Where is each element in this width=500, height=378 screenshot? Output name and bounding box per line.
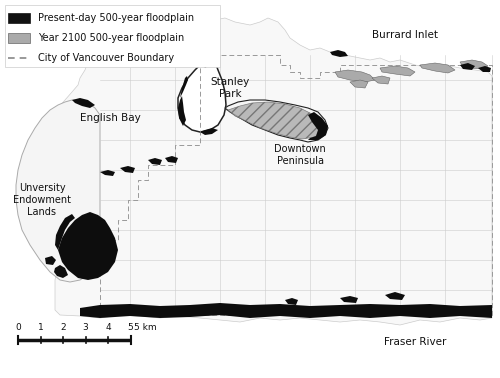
Polygon shape [120, 166, 135, 173]
Polygon shape [478, 66, 491, 72]
Polygon shape [350, 80, 368, 88]
Polygon shape [460, 63, 475, 70]
Text: Downtown
Peninsula: Downtown Peninsula [274, 144, 326, 166]
Polygon shape [16, 100, 100, 282]
Polygon shape [420, 63, 455, 73]
Text: Fraser River: Fraser River [384, 337, 446, 347]
Bar [8, 13, 30, 23]
Text: City of Vancouver Boundary: City of Vancouver Boundary [38, 53, 174, 63]
Polygon shape [58, 212, 118, 280]
Polygon shape [330, 50, 348, 57]
Bar [8, 33, 30, 43]
Polygon shape [165, 156, 178, 163]
Bar [5, 5, 220, 67]
Polygon shape [380, 66, 415, 76]
Polygon shape [45, 256, 56, 265]
Polygon shape [460, 60, 488, 69]
Text: Burrard Inlet: Burrard Inlet [372, 30, 438, 40]
Polygon shape [178, 96, 186, 126]
Polygon shape [340, 296, 358, 303]
Polygon shape [180, 76, 188, 98]
Polygon shape [148, 158, 162, 165]
Polygon shape [100, 170, 115, 176]
Text: Unversity
Endowment
Lands: Unversity Endowment Lands [13, 183, 71, 217]
Text: 4: 4 [105, 323, 111, 332]
Text: 5: 5 [128, 323, 134, 332]
Text: Present-day 500-year floodplain: Present-day 500-year floodplain [38, 13, 194, 23]
Polygon shape [372, 76, 390, 84]
Polygon shape [55, 214, 75, 250]
Polygon shape [225, 100, 328, 142]
Polygon shape [202, 60, 215, 68]
Polygon shape [285, 298, 298, 305]
Polygon shape [200, 128, 218, 135]
Text: 1: 1 [38, 323, 44, 332]
Text: 2: 2 [60, 323, 66, 332]
Polygon shape [308, 112, 328, 140]
Polygon shape [54, 265, 68, 278]
Polygon shape [72, 98, 95, 108]
Polygon shape [228, 102, 322, 139]
Polygon shape [178, 58, 226, 132]
Text: English Bay: English Bay [80, 113, 140, 123]
Text: 5 km: 5 km [134, 323, 157, 332]
Polygon shape [80, 303, 492, 318]
Polygon shape [335, 70, 375, 82]
Text: 0: 0 [15, 323, 21, 332]
Polygon shape [40, 18, 492, 325]
Text: 3: 3 [82, 323, 88, 332]
Text: Year 2100 500-year floodplain: Year 2100 500-year floodplain [38, 33, 184, 43]
Polygon shape [385, 292, 405, 300]
Text: Stanley
Park: Stanley Park [210, 77, 250, 99]
